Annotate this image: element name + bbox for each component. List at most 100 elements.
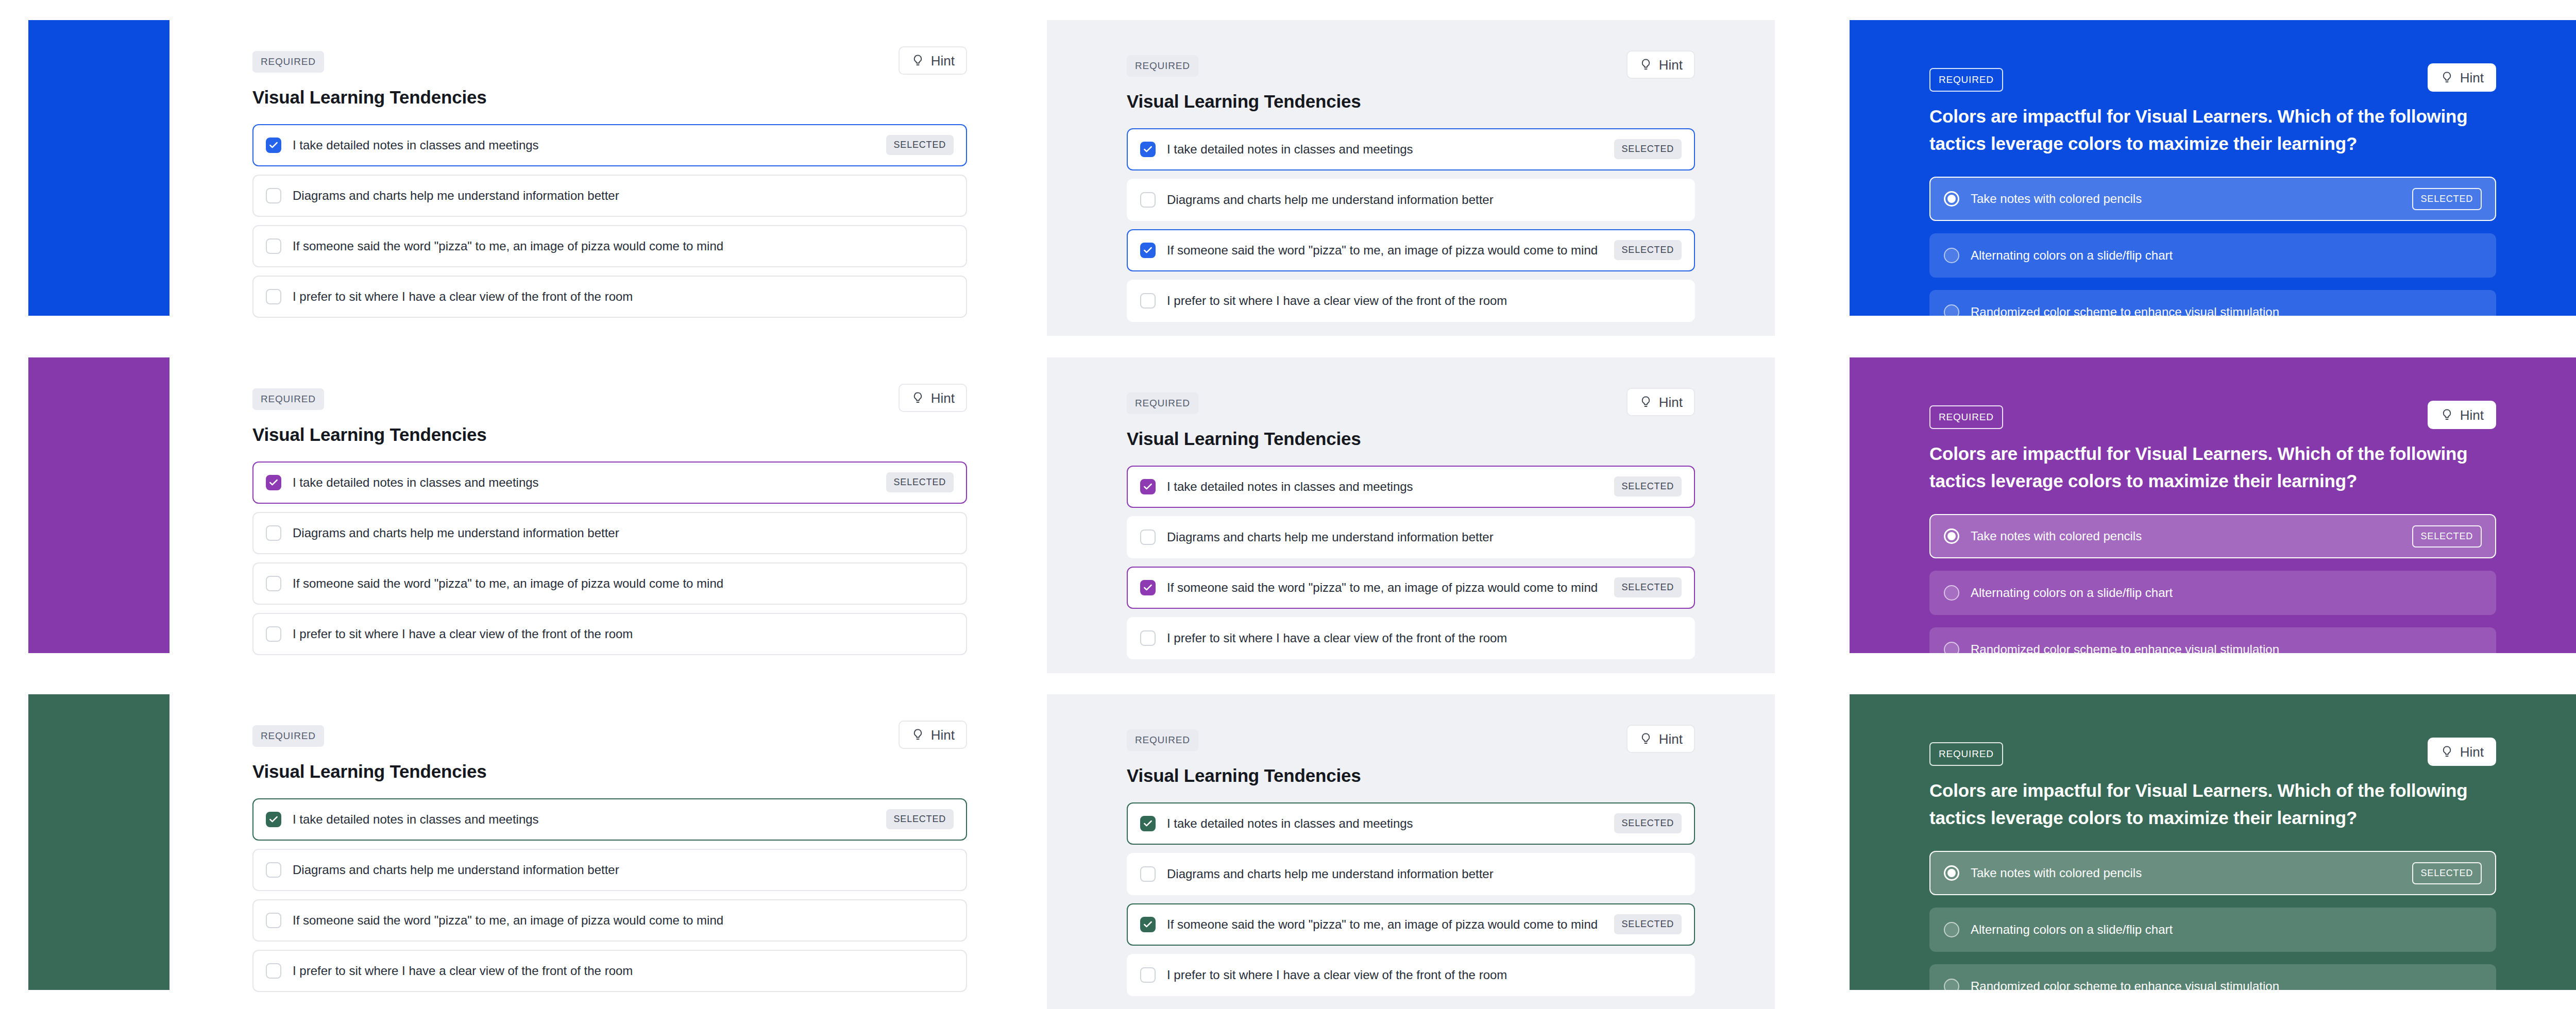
required-badge: REQUIRED [252, 725, 324, 747]
hint-button[interactable]: Hint [899, 721, 967, 749]
theme-row-purple: REQUIRED Hint Visual Learning Tendencies… [0, 357, 2576, 673]
option-row[interactable]: I take detailed notes in classes and mee… [252, 798, 967, 841]
selected-badge: SELECTED [1614, 240, 1682, 260]
option-row[interactable]: Diagrams and charts help me understand i… [252, 175, 967, 217]
checkbox-icon[interactable] [1140, 967, 1156, 983]
hint-button[interactable]: Hint [2428, 738, 2496, 766]
checkbox-icon[interactable] [266, 626, 281, 642]
radio-icon[interactable] [1944, 248, 1959, 263]
radio-selected-icon[interactable] [1944, 528, 1959, 544]
option-row[interactable]: I prefer to sit where I have a clear vie… [1127, 617, 1695, 659]
checkbox-icon[interactable] [266, 289, 281, 304]
card-header: REQUIRED Hint [252, 384, 967, 412]
checkbox-checked-icon[interactable] [266, 138, 281, 153]
hint-button[interactable]: Hint [1626, 388, 1695, 416]
radio-icon[interactable] [1944, 922, 1959, 937]
radio-selected-icon[interactable] [1944, 865, 1959, 881]
options-list: Take notes with colored pencils SELECTED… [1929, 177, 2496, 334]
option-row[interactable]: Alternating colors on a slide/flip chart [1929, 571, 2496, 615]
hint-button[interactable]: Hint [2428, 63, 2496, 92]
checkbox-icon[interactable] [266, 862, 281, 878]
checkbox-checked-icon[interactable] [1140, 580, 1156, 595]
radio-selected-icon[interactable] [1944, 191, 1959, 207]
option-row[interactable]: Diagrams and charts help me understand i… [252, 849, 967, 891]
option-row[interactable]: Take notes with colored pencils SELECTED [1929, 514, 2496, 558]
option-row[interactable]: Randomized color scheme to enhance visua… [1929, 290, 2496, 334]
selected-badge: SELECTED [1614, 577, 1682, 597]
checkbox-icon[interactable] [266, 525, 281, 541]
option-label: I prefer to sit where I have a clear vie… [293, 964, 633, 978]
option-row[interactable]: If someone said the word "pizza" to me, … [252, 562, 967, 605]
option-row[interactable]: Randomized color scheme to enhance visua… [1929, 964, 2496, 1008]
question-title-line: Colors are impactful for Visual Learners… [1929, 440, 2486, 468]
checkbox-checked-icon[interactable] [1140, 142, 1156, 157]
hint-label: Hint [2460, 408, 2484, 422]
option-row[interactable]: If someone said the word "pizza" to me, … [252, 225, 967, 267]
card-header: REQUIRED Hint [252, 46, 967, 75]
checkbox-icon[interactable] [266, 576, 281, 591]
hint-button[interactable]: Hint [899, 46, 967, 75]
radio-icon[interactable] [1944, 304, 1959, 320]
option-row[interactable]: Alternating colors on a slide/flip chart [1929, 908, 2496, 952]
option-row[interactable]: Take notes with colored pencils SELECTED [1929, 851, 2496, 895]
checkbox-icon[interactable] [1140, 293, 1156, 309]
component-preview-canvas: REQUIRED Hint Visual Learning Tendencies… [0, 0, 2576, 1009]
options-list: I take detailed notes in classes and mee… [1127, 466, 1695, 659]
option-label: Alternating colors on a slide/flip chart [1971, 922, 2173, 937]
theme-row-green: REQUIRED Hint Visual Learning Tendencies… [0, 694, 2576, 1009]
option-row[interactable]: I take detailed notes in classes and mee… [252, 461, 967, 504]
checkbox-checked-icon[interactable] [1140, 479, 1156, 494]
option-row[interactable]: Diagrams and charts help me understand i… [1127, 516, 1695, 558]
option-row[interactable]: I take detailed notes in classes and mee… [252, 124, 967, 166]
required-badge: REQUIRED [1127, 392, 1198, 414]
option-row[interactable]: I take detailed notes in classes and mee… [1127, 802, 1695, 845]
option-row[interactable]: I take detailed notes in classes and mee… [1127, 128, 1695, 170]
checkbox-icon[interactable] [1140, 192, 1156, 208]
radio-icon[interactable] [1944, 979, 1959, 994]
checkbox-icon[interactable] [1140, 630, 1156, 646]
option-row[interactable]: Diagrams and charts help me understand i… [252, 512, 967, 554]
radio-icon[interactable] [1944, 642, 1959, 657]
radio-icon[interactable] [1944, 585, 1959, 601]
option-row[interactable]: I prefer to sit where I have a clear vie… [252, 276, 967, 318]
option-label: I prefer to sit where I have a clear vie… [293, 289, 633, 304]
checkbox-icon[interactable] [266, 913, 281, 928]
option-row[interactable]: If someone said the word "pizza" to me, … [1127, 567, 1695, 609]
checkbox-checked-icon[interactable] [1140, 816, 1156, 831]
option-row[interactable]: I prefer to sit where I have a clear vie… [1127, 280, 1695, 322]
option-row[interactable]: I prefer to sit where I have a clear vie… [1127, 954, 1695, 996]
option-label: Alternating colors on a slide/flip chart [1971, 248, 2173, 263]
hint-button[interactable]: Hint [1626, 50, 1695, 79]
checkbox-checked-icon[interactable] [1140, 243, 1156, 258]
required-badge: REQUIRED [1929, 405, 2003, 429]
option-row[interactable]: Randomized color scheme to enhance visua… [1929, 627, 2496, 672]
hint-button[interactable]: Hint [2428, 401, 2496, 429]
hint-label: Hint [1659, 396, 1683, 409]
option-row[interactable]: I take detailed notes in classes and mee… [1127, 466, 1695, 508]
option-row[interactable]: If someone said the word "pizza" to me, … [1127, 903, 1695, 946]
option-row[interactable]: Alternating colors on a slide/flip chart [1929, 233, 2496, 278]
option-label: Diagrams and charts help me understand i… [1167, 530, 1494, 544]
option-label: Take notes with colored pencils [1971, 529, 2142, 543]
checkbox-checked-icon[interactable] [266, 812, 281, 827]
option-row[interactable]: I prefer to sit where I have a clear vie… [252, 950, 967, 992]
option-label: If someone said the word "pizza" to me, … [1167, 917, 1598, 932]
option-row[interactable]: Diagrams and charts help me understand i… [1127, 179, 1695, 221]
checkbox-icon[interactable] [1140, 529, 1156, 545]
checkbox-checked-icon[interactable] [1140, 917, 1156, 932]
hint-button[interactable]: Hint [899, 384, 967, 412]
checkbox-checked-icon[interactable] [266, 475, 281, 490]
required-badge: REQUIRED [1929, 68, 2003, 92]
hint-button[interactable]: Hint [1626, 725, 1695, 753]
checkbox-icon[interactable] [266, 188, 281, 203]
option-row[interactable]: Diagrams and charts help me understand i… [1127, 853, 1695, 895]
option-row[interactable]: If someone said the word "pizza" to me, … [1127, 229, 1695, 271]
option-row[interactable]: If someone said the word "pizza" to me, … [252, 899, 967, 942]
option-row[interactable]: Take notes with colored pencils SELECTED [1929, 177, 2496, 221]
selected-badge: SELECTED [886, 472, 954, 492]
question-title: Visual Learning Tendencies [1127, 427, 1695, 450]
option-row[interactable]: I prefer to sit where I have a clear vie… [252, 613, 967, 655]
checkbox-icon[interactable] [266, 238, 281, 254]
checkbox-icon[interactable] [266, 963, 281, 979]
checkbox-icon[interactable] [1140, 866, 1156, 882]
